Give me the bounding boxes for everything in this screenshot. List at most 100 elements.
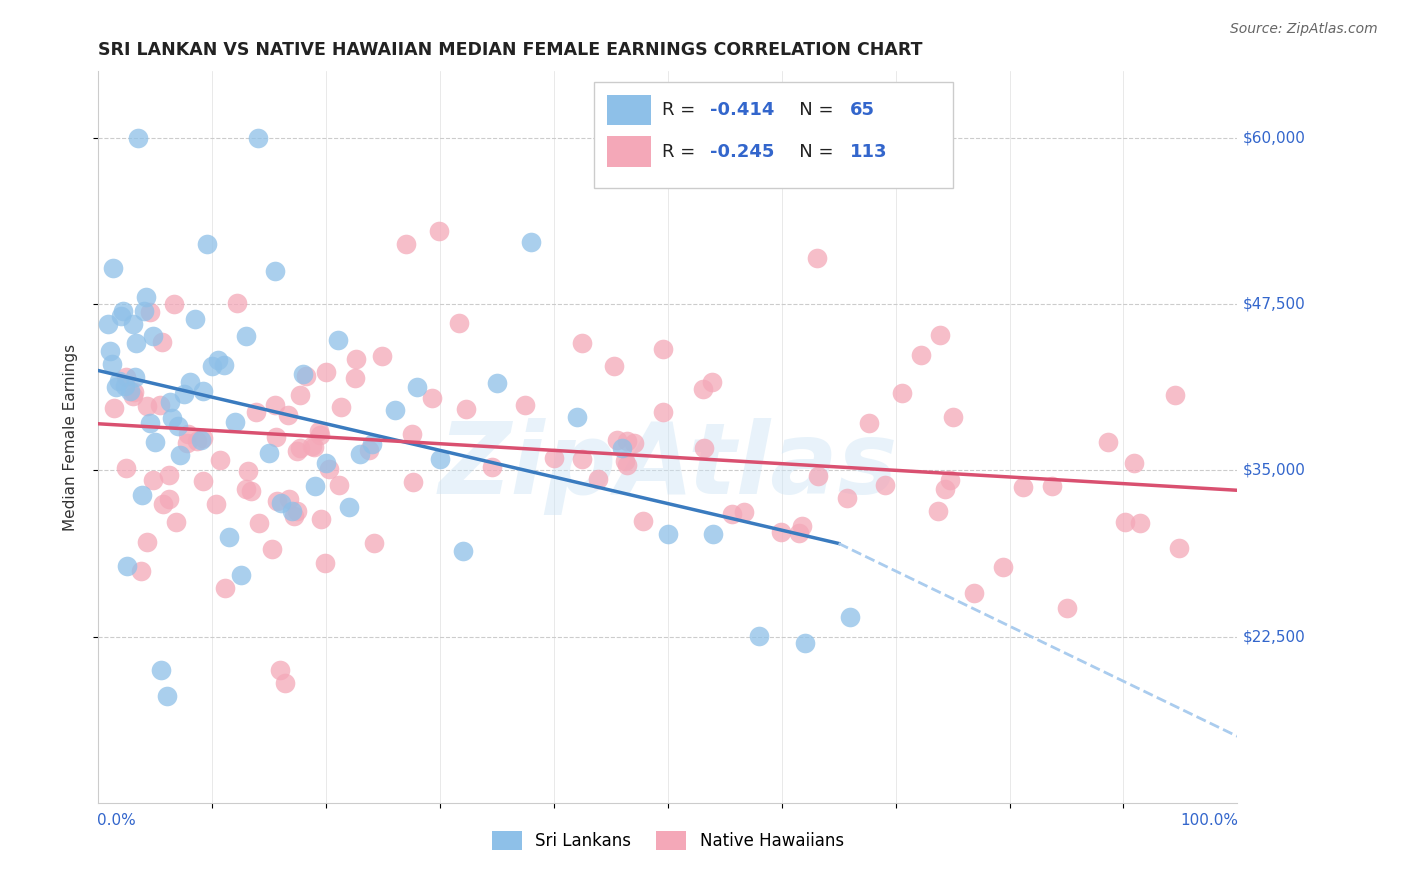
Point [891,386,914,401]
Point [939,473,962,487]
Point [152,497,174,511]
Point [295,369,318,384]
Point [315,365,337,379]
Point [114,370,136,384]
Point [269,663,291,677]
FancyBboxPatch shape [593,82,953,188]
Point [447,316,470,330]
Text: -0.414: -0.414 [710,101,775,120]
Point [122,389,145,403]
Point [179,375,201,389]
Point [1168,541,1191,555]
Point [270,495,292,509]
Point [235,329,257,343]
Point [214,581,236,595]
Point [1114,515,1136,529]
Point [733,505,755,519]
Point [193,384,215,398]
Point [129,564,152,578]
Point [720,508,742,522]
Point [858,416,880,430]
Point [281,504,304,518]
Point [264,264,287,278]
Point [292,368,315,382]
Point [357,442,380,457]
Legend: Sri Lankans, Native Hawaiians: Sri Lankans, Native Hawaiians [485,824,851,856]
Point [571,452,593,467]
Point [787,525,810,540]
Point [145,435,167,450]
Point [157,467,180,482]
Point [240,483,263,498]
Point [195,237,218,252]
Point [420,391,443,405]
Point [112,303,135,318]
Point [114,460,136,475]
Point [283,508,305,523]
Point [212,358,235,372]
Text: Source: ZipAtlas.com: Source: ZipAtlas.com [1230,22,1378,37]
Point [329,400,352,414]
Point [229,567,252,582]
Text: 65: 65 [851,101,875,120]
Point [159,395,181,409]
Point [169,448,191,462]
Point [1011,480,1033,494]
Point [1129,516,1152,530]
Point [928,327,950,342]
Point [1123,456,1146,470]
Point [138,416,160,430]
Point [246,131,269,145]
Point [176,435,198,450]
Point [657,526,679,541]
Point [1097,434,1119,449]
Point [565,409,588,424]
Point [173,387,195,401]
Point [308,428,330,442]
Point [191,431,214,445]
Point [631,514,654,528]
Point [616,434,638,449]
Text: $22,500: $22,500 [1243,629,1306,644]
Point [98,343,121,358]
Point [481,459,503,474]
Point [612,441,634,455]
Point [328,477,350,491]
Point [264,430,287,444]
Point [586,471,609,485]
Point [285,444,308,458]
Point [602,359,624,374]
Point [337,500,360,514]
Point [285,504,308,518]
Bar [607,136,651,167]
Point [360,437,382,451]
Point [127,131,149,145]
Point [162,297,184,311]
Point [304,479,326,493]
Text: R =: R = [662,143,702,161]
Point [207,353,229,368]
Point [96,317,118,331]
Point [520,235,543,250]
Point [259,445,281,459]
Point [120,384,142,399]
Point [513,398,536,412]
Point [1056,601,1078,615]
Bar [607,95,651,126]
Point [613,454,636,468]
Point [318,462,340,476]
Text: ZipAtlas: ZipAtlas [439,417,897,515]
Point [238,464,260,478]
Point [103,401,125,416]
Point [942,409,965,424]
Text: 100.0%: 100.0% [1181,814,1239,829]
Text: N =: N = [782,101,839,120]
Point [993,560,1015,574]
Point [652,342,675,356]
Text: -0.245: -0.245 [710,143,775,161]
Y-axis label: Median Female Earnings: Median Female Earnings [63,343,77,531]
Point [543,451,565,466]
Text: N =: N = [782,143,839,161]
Point [274,676,297,690]
Point [623,436,645,450]
